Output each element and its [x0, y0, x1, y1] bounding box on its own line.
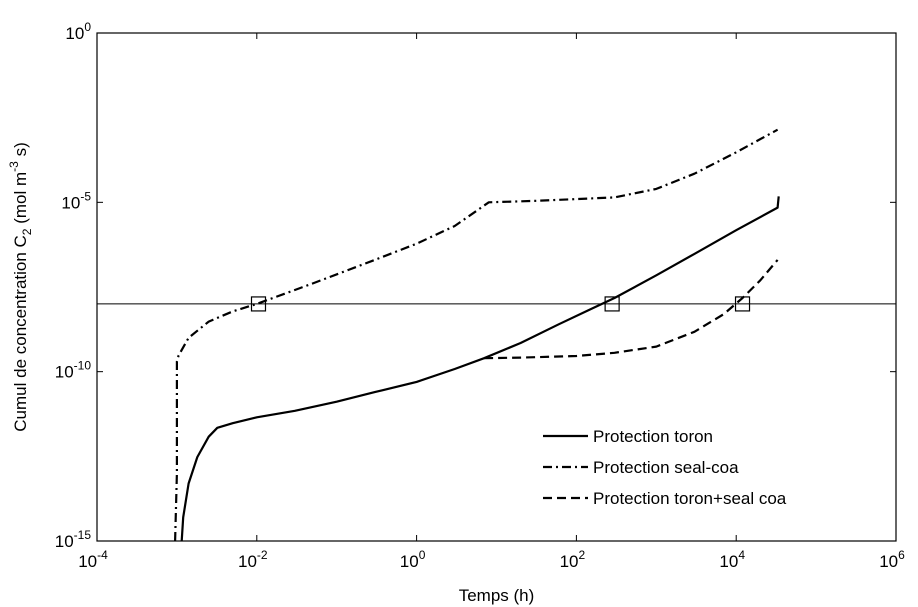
y-tick-label: 10-5: [61, 189, 91, 212]
y-tick-label: 10-15: [55, 528, 92, 551]
x-tick-label: 10-2: [238, 548, 268, 571]
ticks-layer: 10-4 10-2 100 102 104 106 10-15 10-10 10-5 100: [55, 20, 905, 571]
plot-background: [97, 33, 896, 541]
intersection-marker: [250, 296, 267, 312]
legend-label-1: Protection toron: [593, 427, 713, 446]
plot-area: [97, 33, 896, 541]
axes-frame: [96, 32, 897, 542]
x-tick-label: 106: [879, 548, 905, 571]
labels-layer: Temps (h) Cumul de concentration C2 (mol …: [7, 142, 534, 605]
x-tick-label: 100: [400, 548, 426, 571]
x-tick-label: 10-4: [78, 548, 108, 571]
series-line-3: [484, 259, 779, 360]
series-line-1: [180, 196, 780, 542]
intersection-marker: [604, 296, 620, 312]
intersection-marker: [734, 296, 751, 312]
legend-label-2: Protection seal-coa: [593, 458, 739, 477]
legend: Protection toron Protection seal-coa Prote…: [543, 427, 787, 508]
x-tick-label: 102: [560, 548, 586, 571]
y-axis-label: Cumul de concentration C2 (mol m-3 s): [7, 142, 34, 431]
x-tick-label: 104: [719, 548, 745, 571]
y-tick-label: 10-10: [55, 359, 92, 382]
series-layer: [174, 128, 780, 542]
x-axis-label: Temps (h): [459, 586, 535, 605]
y-tick-label: 100: [65, 20, 91, 43]
legend-label-3: Protection toron+seal coa: [593, 489, 787, 508]
series-line-2: [174, 128, 779, 542]
axes-layer: [96, 32, 897, 542]
marker-layer: [250, 296, 751, 312]
